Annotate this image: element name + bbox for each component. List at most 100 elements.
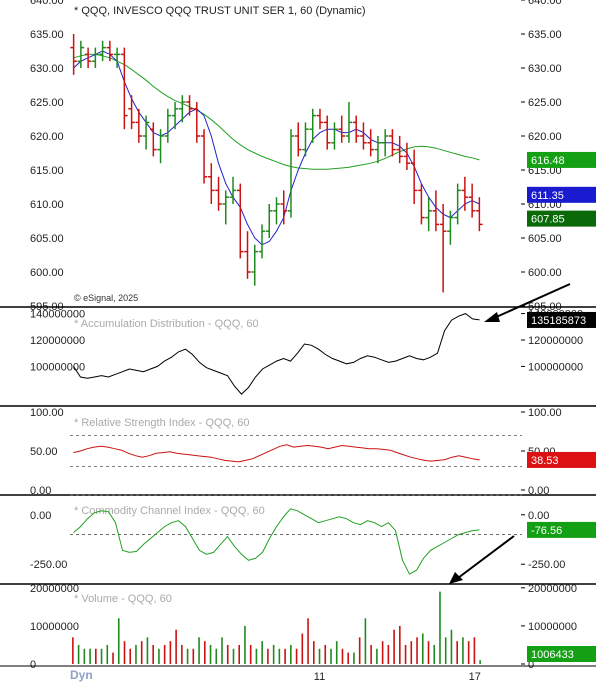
candle (302, 122, 309, 157)
candle (476, 197, 483, 232)
candle (447, 210, 454, 245)
price-tick-label: 630.00 (30, 63, 64, 75)
annotation-arrow-volume (449, 535, 515, 584)
candle (418, 183, 425, 225)
rsi-value-label: 38.53 (527, 451, 596, 468)
candle (352, 115, 360, 143)
cci-value-label-box (527, 521, 596, 538)
candle (150, 122, 157, 157)
accumulation-distribution-panel[interactable]: * Accumulation Distribution - QQQ, 60 14… (30, 309, 596, 395)
price-value-labels: 616.48 611.35 607.85 (527, 151, 596, 227)
rsi-series-line (73, 444, 480, 463)
candle (323, 115, 331, 150)
cci-tick-label: -250.00 (30, 559, 67, 571)
rsi-tick-label: 100.00 (30, 407, 64, 419)
price-tick-label: 605.00 (30, 233, 64, 245)
candle (121, 47, 128, 130)
candle (389, 129, 396, 157)
candle (381, 129, 389, 157)
ad-tick-label: 120000000 (30, 335, 85, 347)
rsi-tick-label: 100.00 (528, 407, 562, 419)
rsi-tick-label: 0.00 (30, 485, 51, 497)
candle (106, 40, 114, 62)
price-panel[interactable]: * QQQ, INVESCO QQQ TRUST UNIT SER 1, 60 … (30, 0, 596, 313)
volume-title: * Volume - QQQ, 60 (74, 593, 172, 605)
ma-fast-line (73, 50, 480, 246)
candle (403, 142, 411, 170)
annotation-arrow-ad (484, 283, 571, 322)
dyn-label[interactable]: Dyn (70, 668, 93, 682)
candle (410, 149, 418, 204)
price-tick-label: 620.00 (528, 131, 562, 143)
rsi-panel[interactable]: * Relative Strength Index - QQQ, 60 100.… (30, 407, 596, 497)
candle (258, 224, 266, 259)
cci-value-label: -76.56 (527, 521, 596, 538)
candle (92, 47, 99, 68)
candle (200, 129, 208, 184)
candle (280, 190, 288, 225)
candle (128, 95, 135, 130)
candle (432, 190, 440, 232)
candle (222, 190, 230, 225)
volume-panel[interactable]: * Volume - QQQ, 60 20000000 20000000 10000… (30, 583, 596, 671)
price-tick-label: 615.00 (528, 165, 562, 177)
price-tick-label: 625.00 (528, 97, 562, 109)
price-value-label-box (527, 210, 596, 227)
candle (113, 47, 121, 68)
rsi-value-label-box (527, 451, 596, 468)
volume-tick-label: 10000000 (30, 621, 79, 633)
price-tick-label: 610.00 (30, 199, 64, 211)
price-tick-label: 625.00 (30, 97, 64, 109)
volume-tick-label: 20000000 (30, 583, 79, 595)
price-axis-ticks: 640.00 640.00 635.00 635.00 630.00 630.00 625.… (30, 0, 562, 313)
x-axis-ticks: 11 17 (314, 671, 481, 682)
volume-bars (72, 591, 481, 664)
candle (215, 176, 222, 211)
candle (237, 183, 244, 259)
candle (396, 136, 403, 164)
candle (171, 102, 179, 130)
candle (367, 129, 374, 157)
x-tick-label: 17 (469, 671, 481, 682)
volume-axis-ticks: 20000000 20000000 10000000 10000000 0 0 (30, 583, 577, 671)
cci-tick-label: 0.00 (528, 510, 549, 522)
cci-series-line (73, 508, 480, 575)
ad-series-line (73, 313, 480, 395)
candle (454, 183, 461, 225)
candle (360, 122, 367, 150)
candle (229, 176, 237, 204)
candle (294, 122, 302, 157)
candle (345, 102, 353, 143)
ad-value-label: 135185873 (531, 315, 586, 327)
ad-axis-ticks: 1400000001400000001200000001200000001000… (30, 309, 583, 374)
cci-title: * Commodity Channel Index - QQQ, 60 (74, 505, 265, 517)
candle (461, 176, 469, 211)
candle (99, 40, 106, 62)
price-tick-label: 600.00 (528, 267, 562, 279)
candle (84, 47, 92, 68)
ad-tick-label: 120000000 (528, 335, 583, 347)
ad-value-label-box (527, 311, 596, 328)
price-tick-label: 635.00 (30, 29, 64, 41)
ma-slow-line (73, 53, 480, 170)
volume-value-label: 1006433 (527, 646, 596, 662)
rsi-tick-label: 0.00 (528, 485, 549, 497)
candle (251, 244, 259, 286)
candle (273, 197, 280, 225)
ad-title: * Accumulation Distribution - QQQ, 60 (74, 318, 259, 330)
moving-averages (73, 50, 480, 246)
cci-axis-ticks: 0.00 0.00 -250.00 -250.00 (30, 494, 565, 571)
copyright-text: © eSignal, 2025 (74, 293, 138, 303)
candle (331, 122, 338, 150)
ad-value-label: 135185873 (527, 311, 596, 328)
candle (425, 197, 432, 232)
cci-panel[interactable]: * Commodity Channel Index - QQQ, 60 0.00… (30, 494, 596, 575)
price-tick-label: 640.00 (528, 0, 562, 7)
rsi-title: * Relative Strength Index - QQQ, 60 (74, 417, 249, 429)
candle (374, 136, 382, 164)
candle (70, 34, 77, 75)
candle (265, 204, 273, 238)
price-title: * QQQ, INVESCO QQQ TRUST UNIT SER 1, 60 … (74, 5, 366, 17)
candle (186, 95, 193, 116)
